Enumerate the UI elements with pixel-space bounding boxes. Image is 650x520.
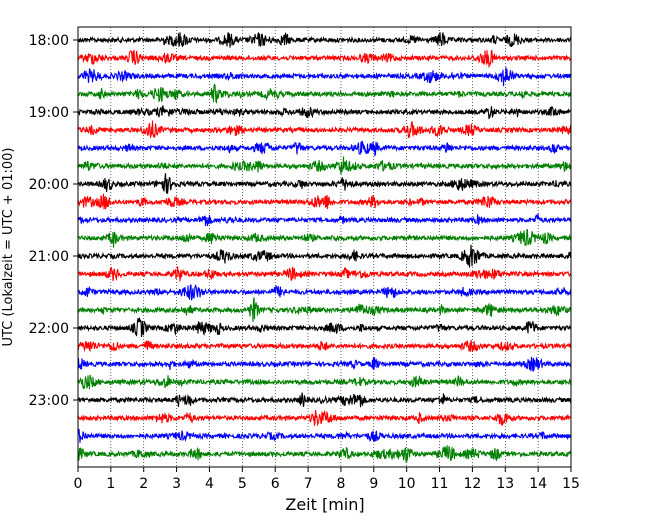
trace-line (77, 83, 572, 104)
trace-line (77, 31, 572, 48)
trace-line (77, 428, 572, 443)
x-tick-label: 2 (139, 476, 148, 492)
trace-line (77, 173, 572, 194)
y-tick-label: 21:00 (29, 249, 69, 265)
x-tick-label: 0 (74, 476, 83, 492)
y-tick-label: 20:00 (29, 177, 69, 193)
trace-line (77, 67, 572, 87)
y-tick-label: 18:00 (29, 33, 69, 49)
trace-line (77, 213, 572, 227)
x-axis-label: Zeit [min] (285, 495, 364, 514)
x-tick-label: 6 (271, 476, 280, 492)
trace-line (77, 156, 572, 175)
trace-line (77, 445, 572, 463)
trace-line (77, 120, 572, 139)
x-tick-label: 4 (205, 476, 214, 492)
y-axis-ticks: 18:00 19:00 20:00 21:00 22:00 23:00 (29, 33, 78, 409)
trace-line (77, 228, 572, 248)
trace-line (77, 374, 572, 390)
trace-line (77, 140, 572, 157)
grid-lines (110, 27, 539, 467)
trace-line (77, 409, 572, 427)
trace-line (77, 392, 572, 408)
x-tick-label: 13 (496, 476, 514, 492)
x-tick-label: 3 (172, 476, 181, 492)
x-tick-label: 15 (562, 476, 580, 492)
trace-line (77, 193, 572, 210)
x-tick-label: 10 (398, 476, 416, 492)
y-tick-label: 22:00 (29, 321, 69, 337)
x-tick-label: 14 (529, 476, 547, 492)
x-tick-label: 1 (106, 476, 115, 492)
x-tick-label: 11 (431, 476, 449, 492)
x-tick-label: 8 (336, 476, 345, 492)
x-tick-label: 7 (304, 476, 313, 492)
trace-line (77, 297, 572, 322)
plot-frame (77, 26, 572, 468)
y-tick-label: 23:00 (29, 393, 69, 409)
x-tick-label: 9 (369, 476, 378, 492)
seismic-traces (77, 31, 572, 463)
trace-line (77, 316, 572, 338)
trace-line (77, 104, 572, 120)
trace-line (77, 284, 572, 301)
x-axis-ticks: 0 1 2 3 4 5 6 7 8 9 10 11 12 13 14 15 (74, 467, 580, 492)
x-tick-label: 12 (463, 476, 481, 492)
trace-line (77, 356, 572, 372)
trace-line (77, 49, 572, 68)
trace-line (77, 244, 572, 268)
y-axis-label: UTC (Lokalzeit = UTC + 01:00) (1, 148, 16, 347)
y-tick-label: 19:00 (29, 105, 69, 121)
plot-background (78, 27, 571, 467)
trace-line (77, 339, 572, 353)
trace-line (77, 266, 572, 282)
x-tick-label: 5 (238, 476, 247, 492)
